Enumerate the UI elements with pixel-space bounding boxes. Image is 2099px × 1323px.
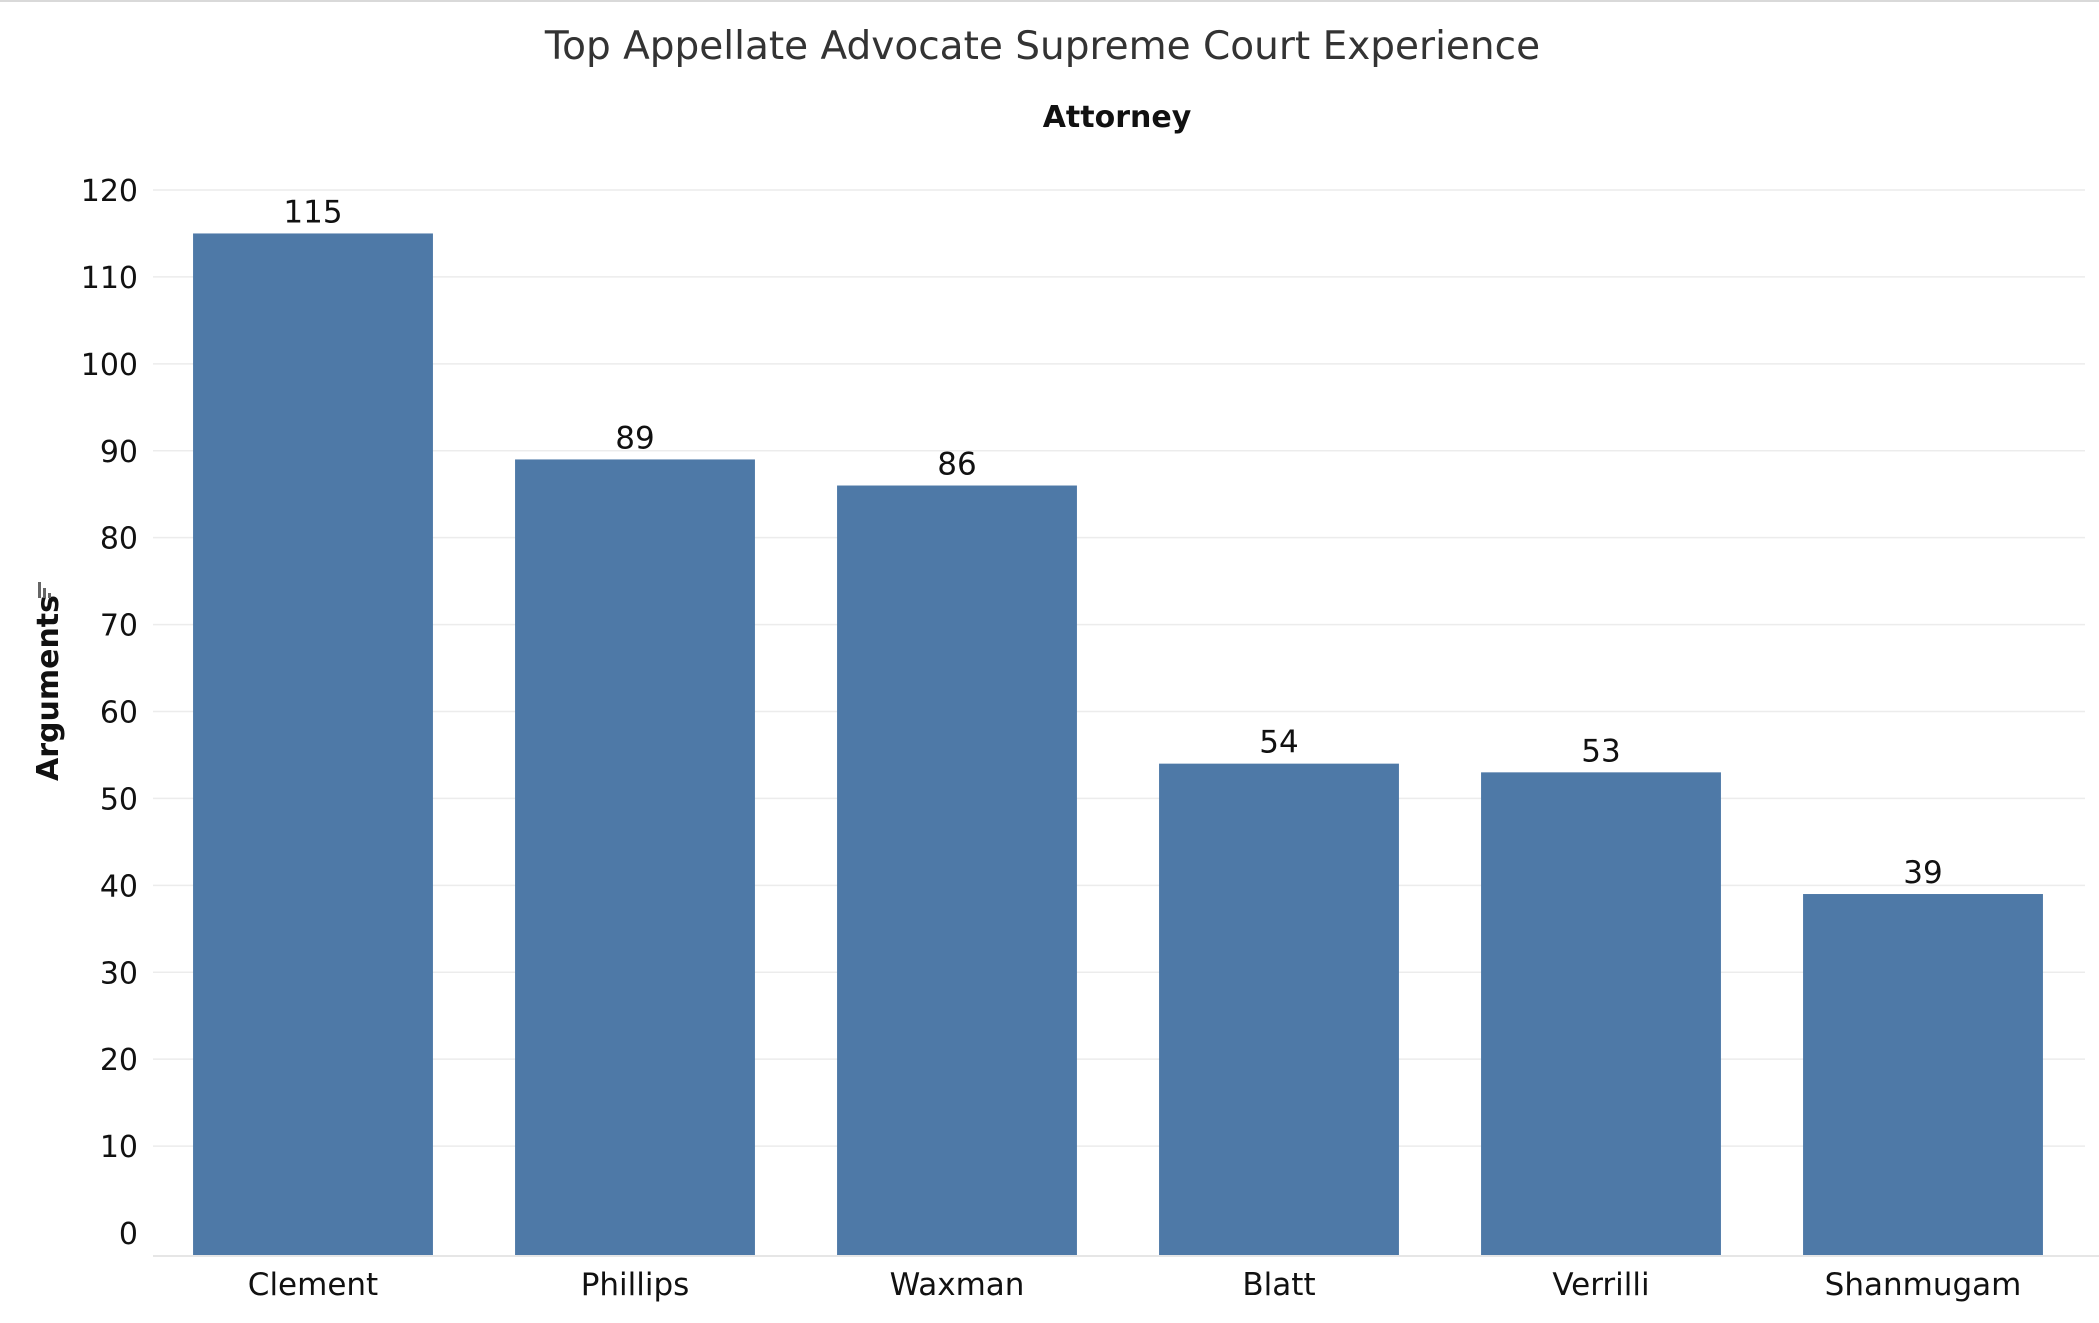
category-label-phillips: Phillips (581, 1267, 690, 1303)
bar-verrilli[interactable] (1481, 772, 1721, 1256)
y-tick-label: 100 (81, 348, 138, 383)
bars (193, 233, 2043, 1257)
data-label-waxman: 86 (937, 447, 976, 483)
data-label-verrilli: 53 (1581, 733, 1620, 769)
category-label-blatt: Blatt (1242, 1267, 1315, 1303)
y-tick-label: 30 (100, 956, 138, 991)
bar-waxman[interactable] (837, 485, 1077, 1256)
y-tick-label: 80 (100, 522, 138, 557)
y-tick-label: 60 (100, 696, 138, 731)
bar-blatt[interactable] (1159, 763, 1399, 1256)
data-label-phillips: 89 (615, 420, 654, 456)
top-border (0, 0, 2099, 2)
bar-clement[interactable] (193, 233, 433, 1257)
bar-phillips[interactable] (515, 459, 755, 1257)
y-tick-label: 90 (100, 435, 138, 470)
y-tick-label: 20 (100, 1043, 138, 1078)
data-label-clement: 115 (283, 194, 342, 230)
category-label-waxman: Waxman (890, 1267, 1025, 1303)
category-label-clement: Clement (248, 1267, 378, 1303)
y-tick-label: 110 (81, 261, 138, 296)
y-axis-ticks: 0 10 20 30 40 50 60 70 80 90 100 110 120 (81, 174, 138, 1252)
sort-descending-icon[interactable] (38, 582, 51, 598)
y-tick-label: 0 (119, 1217, 138, 1252)
bar-shanmugam[interactable] (1803, 894, 2043, 1256)
y-tick-label: 120 (81, 174, 138, 209)
y-tick-label: 10 (100, 1130, 138, 1165)
x-axis-categories: Clement Phillips Waxman Blatt Verrilli Shanmu… (248, 1267, 2022, 1303)
category-label-shanmugam: Shanmugam (1825, 1267, 2022, 1303)
column-header-attorney: Attorney (1043, 100, 1192, 135)
chart-title: Top Appellate Advocate Supreme Court Exp… (544, 24, 1541, 69)
y-tick-label: 50 (100, 782, 138, 817)
y-tick-label: 40 (100, 869, 138, 904)
y-axis-title: Arguments (31, 595, 66, 781)
category-label-verrilli: Verrilli (1552, 1267, 1649, 1303)
data-label-blatt: 54 (1259, 725, 1298, 761)
gridlines (153, 189, 2085, 1147)
y-tick-label: 70 (100, 609, 138, 644)
data-label-shanmugam: 39 (1903, 855, 1942, 891)
data-labels: 115 89 86 54 53 39 (283, 194, 1942, 891)
